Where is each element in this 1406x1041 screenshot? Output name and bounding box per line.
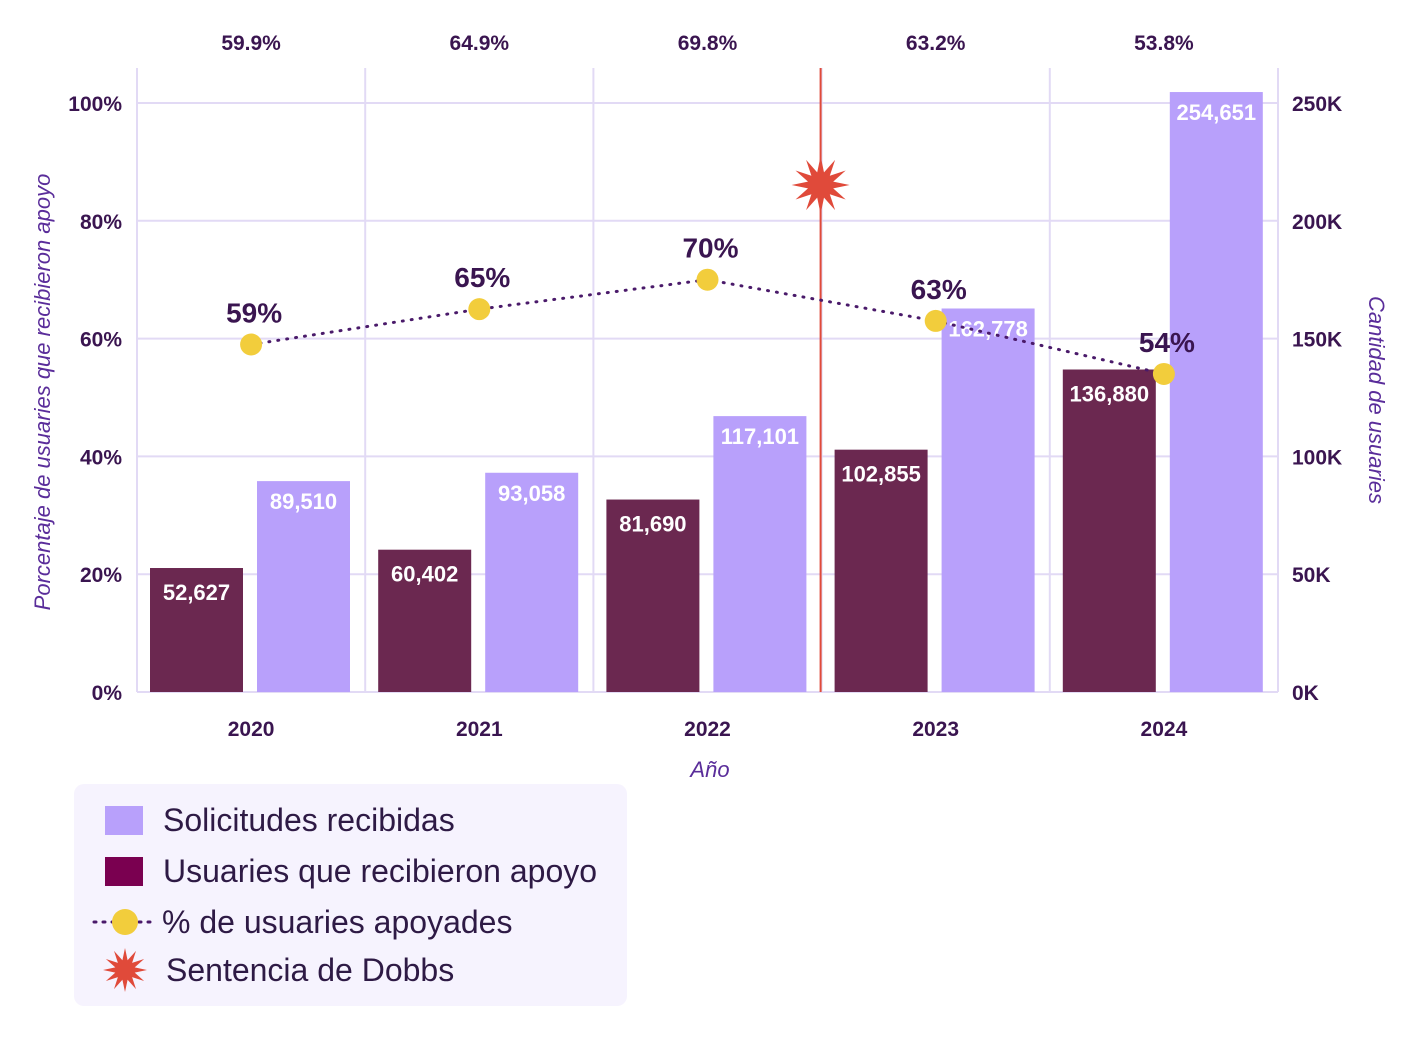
top-percent-label: 59.9% <box>221 32 281 55</box>
bar-usuaries <box>378 549 472 692</box>
bar-label-usuaries: 136,880 <box>1070 382 1150 407</box>
legend-swatch-dark <box>105 856 143 886</box>
legend-item-percent: % de usuaries apoyades <box>74 902 512 942</box>
x-tick-label: 2021 <box>456 718 503 741</box>
right-axis-title: Cantidad de usuaries <box>1364 296 1389 504</box>
percent-point-label: 59% <box>226 297 282 328</box>
right-tick-label: 250K <box>1292 93 1342 116</box>
percent-point <box>696 268 719 291</box>
left-tick-label: 0% <box>92 682 123 705</box>
left-tick-label: 80% <box>80 211 122 234</box>
x-tick-label: 2023 <box>912 718 959 741</box>
percent-point <box>240 333 263 356</box>
right-tick-label: 0K <box>1292 682 1319 705</box>
bar-solicitudes <box>257 481 350 692</box>
bar-label-solicitudes: 89,510 <box>270 489 337 514</box>
left-tick-label: 20% <box>80 564 122 587</box>
bar-usuaries <box>150 568 243 692</box>
legend-item-solicitudes: Solicitudes recibidas <box>74 800 455 840</box>
x-tick-label: 2022 <box>684 718 731 741</box>
right-tick-label: 150K <box>1292 329 1342 352</box>
right-tick-label: 200K <box>1292 211 1342 234</box>
percent-point-label: 65% <box>454 262 510 293</box>
top-percent-label: 64.9% <box>450 32 510 55</box>
percent-point <box>924 309 947 332</box>
bar-label-usuaries: 52,627 <box>163 580 230 605</box>
right-tick-label: 100K <box>1292 446 1342 469</box>
bar-solicitudes <box>1169 92 1263 693</box>
bar-label-solicitudes: 254,651 <box>1177 100 1257 125</box>
legend-label: Solicitudes recibidas <box>163 801 455 838</box>
legend-item-usuaries: Usuaries que recibieron apoyo <box>74 851 597 891</box>
bar-label-usuaries: 60,402 <box>391 562 458 587</box>
legend-item-dobbs: Sentencia de Dobbs <box>74 948 455 992</box>
x-axis-title: Año <box>688 757 729 782</box>
legend: Solicitudes recibidas Usuaries que recib… <box>74 784 627 1006</box>
bar-solicitudes <box>485 472 579 692</box>
percent-point <box>1152 362 1175 385</box>
bar-usuaries <box>834 449 928 692</box>
bar-label-solicitudes: 117,101 <box>721 424 799 449</box>
legend-label: % de usuaries apoyades <box>162 903 513 940</box>
percent-point-label: 63% <box>911 274 967 305</box>
legend-swatch-light <box>105 805 143 835</box>
dotted-line-marker-icon <box>92 909 158 935</box>
bar-label-solicitudes: 162,778 <box>948 316 1028 341</box>
bar-label-usuaries: 102,855 <box>841 462 921 487</box>
starburst-icon <box>103 948 147 992</box>
dobbs-starburst-icon <box>791 156 850 214</box>
left-tick-label: 100% <box>68 93 122 116</box>
top-percent-label: 69.8% <box>678 32 738 55</box>
bar-label-usuaries: 81,690 <box>619 512 686 537</box>
bar-solicitudes <box>941 308 1035 692</box>
left-tick-label: 40% <box>80 446 122 469</box>
top-percent-label: 53.8% <box>1134 32 1194 55</box>
legend-label: Usuaries que recibieron apoyo <box>163 852 598 889</box>
x-tick-label: 2020 <box>228 718 275 741</box>
bar-usuaries <box>1062 369 1156 692</box>
bar-usuaries <box>606 499 700 692</box>
x-tick-label: 2024 <box>1141 718 1188 741</box>
bar-label-solicitudes: 93,058 <box>498 481 565 506</box>
percent-point-label: 54% <box>1139 327 1195 358</box>
chart: 0% 0K 20% 50K 40% 100K 60% 150K 80% 200K 100% 250K 5… <box>30 32 1389 782</box>
right-tick-label: 50K <box>1292 564 1331 587</box>
bar-solicitudes <box>713 416 807 692</box>
legend-label: Sentencia de Dobbs <box>166 951 455 988</box>
percent-point-label: 70% <box>682 233 738 264</box>
left-tick-label: 60% <box>80 329 122 352</box>
left-axis-title: Porcentaje de usuaries que recibieron ap… <box>30 174 55 611</box>
percent-point <box>468 298 491 321</box>
top-percent-label: 63.2% <box>906 32 966 55</box>
